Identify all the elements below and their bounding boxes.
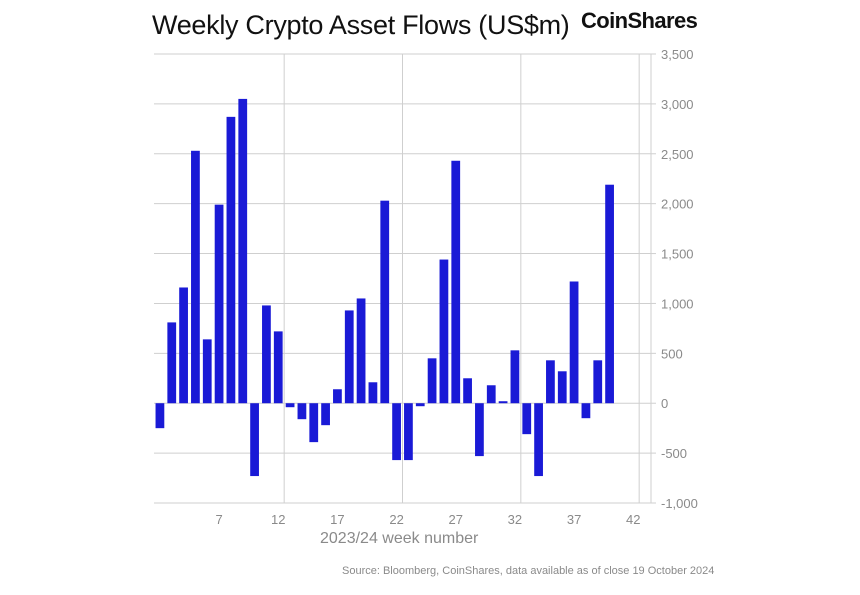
brand-logo: CoinShares bbox=[581, 8, 698, 33]
bar-series bbox=[155, 98, 614, 477]
bar-week-21 bbox=[380, 200, 390, 404]
bar-week-7 bbox=[214, 204, 224, 404]
source-note: Source: Bloomberg, CoinShares, data avai… bbox=[342, 565, 715, 577]
bar-week-32 bbox=[510, 350, 520, 404]
bar-week-3 bbox=[167, 322, 177, 404]
x-axis-title: 2023/24 week number bbox=[320, 530, 479, 547]
bar-week-10 bbox=[250, 403, 259, 477]
bar-week-8 bbox=[226, 116, 236, 404]
bar-week-36 bbox=[557, 371, 567, 404]
bar-week-29 bbox=[475, 403, 484, 457]
bar-week-23 bbox=[404, 403, 413, 461]
y-axis-ticks: -1,000 -500 0 500 1,000 1,500 2,000 2,500 3,000 3… bbox=[651, 47, 698, 511]
x-tick-label: 12 bbox=[271, 512, 285, 527]
y-tick-label: 3,000 bbox=[661, 97, 694, 112]
bar-week-2 bbox=[155, 403, 165, 429]
y-tick-label: 0 bbox=[661, 396, 668, 411]
bar-week-18 bbox=[344, 310, 354, 404]
bar-week-24 bbox=[415, 403, 425, 407]
bar-week-12 bbox=[273, 331, 283, 404]
x-tick-label: 22 bbox=[389, 512, 403, 527]
y-tick-label: 3,500 bbox=[661, 47, 694, 62]
y-tick-label: -500 bbox=[661, 446, 687, 461]
bar-week-33 bbox=[522, 403, 532, 435]
y-tick-label: 2,500 bbox=[661, 147, 694, 162]
bar-week-40 bbox=[605, 184, 614, 404]
bar-week-4 bbox=[179, 287, 188, 404]
bar-week-11 bbox=[262, 305, 271, 404]
chart-title: Weekly Crypto Asset Flows (US$m) bbox=[152, 10, 570, 40]
bar-week-30 bbox=[486, 385, 496, 404]
bar-week-5 bbox=[191, 150, 200, 404]
bar-week-14 bbox=[297, 403, 307, 420]
bar-week-39 bbox=[593, 360, 603, 404]
y-tick-label: 500 bbox=[661, 346, 683, 361]
x-tick-label: 32 bbox=[508, 512, 522, 527]
bar-week-15 bbox=[309, 403, 319, 443]
bar-week-38 bbox=[581, 403, 591, 419]
bar-week-16 bbox=[321, 403, 330, 426]
bar-week-9 bbox=[238, 98, 248, 404]
bar-week-25 bbox=[427, 358, 437, 404]
x-tick-label: 27 bbox=[449, 512, 463, 527]
bar-week-35 bbox=[546, 360, 555, 404]
vertical-gridlines bbox=[283, 54, 640, 503]
bar-week-6 bbox=[202, 339, 212, 404]
bar-week-20 bbox=[368, 382, 378, 404]
bar-week-19 bbox=[356, 298, 366, 404]
bar-week-26 bbox=[439, 259, 449, 404]
bar-week-34 bbox=[534, 403, 543, 477]
bar-week-13 bbox=[285, 403, 295, 408]
y-tick-label: 1,500 bbox=[661, 247, 694, 262]
bar-week-22 bbox=[392, 403, 401, 461]
x-tick-label: 37 bbox=[567, 512, 581, 527]
y-tick-label: -1,000 bbox=[661, 496, 698, 511]
y-tick-label: 2,000 bbox=[661, 197, 694, 212]
y-tick-label: 1,000 bbox=[661, 296, 694, 311]
bar-week-37 bbox=[569, 281, 579, 404]
bar-week-27 bbox=[451, 160, 461, 404]
x-tick-label: 7 bbox=[215, 512, 222, 527]
x-tick-label: 17 bbox=[330, 512, 344, 527]
x-axis-ticks: 7 12 17 22 27 32 37 42 bbox=[215, 512, 640, 527]
bar-week-17 bbox=[333, 389, 342, 404]
bar-week-31 bbox=[498, 401, 508, 404]
x-tick-label: 42 bbox=[626, 512, 640, 527]
bar-week-28 bbox=[463, 378, 472, 404]
